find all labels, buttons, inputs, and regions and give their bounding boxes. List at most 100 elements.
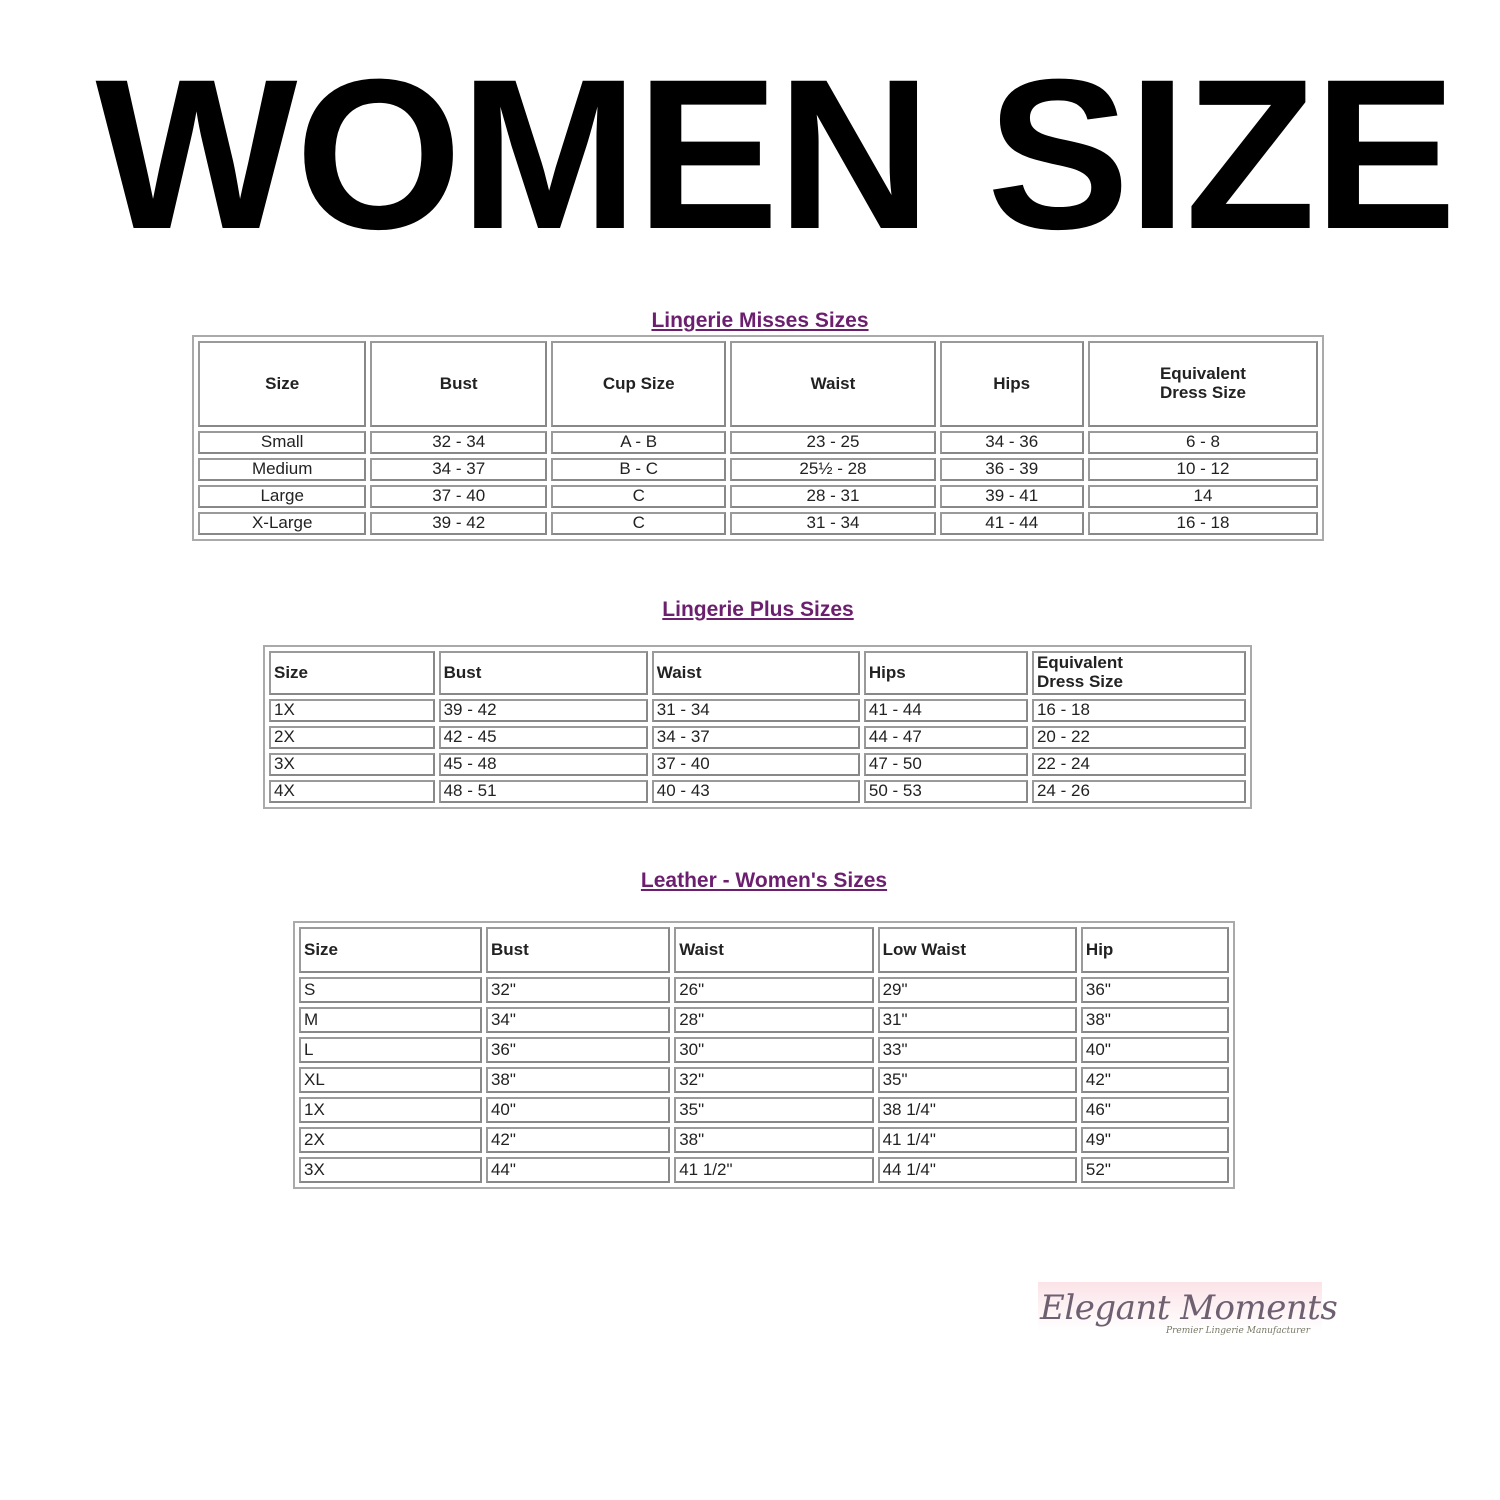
table-cell: 45 - 48 bbox=[438, 753, 648, 776]
table-cell: 22 - 24 bbox=[1031, 753, 1246, 776]
table-cell: 42" bbox=[1080, 1067, 1229, 1093]
misses-size-table: Size Bust Cup Size Waist Hips Equivalent Dres… bbox=[192, 335, 1324, 541]
column-header: Waist bbox=[651, 651, 860, 695]
table-cell: 37 - 40 bbox=[651, 753, 860, 776]
table-cell: 44" bbox=[485, 1157, 671, 1183]
table-cell: 36 - 39 bbox=[939, 458, 1084, 481]
table-cell: 50 - 53 bbox=[863, 780, 1028, 803]
table-cell: 34 - 37 bbox=[651, 726, 860, 749]
column-header: Size bbox=[269, 651, 435, 695]
table-cell: 39 - 42 bbox=[438, 699, 648, 722]
section-title-misses: Lingerie Misses Sizes bbox=[651, 309, 869, 332]
table-cell: B - C bbox=[551, 458, 727, 481]
header-row: Size Bust Waist Low Waist Hip bbox=[299, 927, 1229, 973]
table-cell: 41 - 44 bbox=[939, 512, 1084, 535]
table-cell: C bbox=[551, 512, 727, 535]
table-cell: 40 - 43 bbox=[651, 780, 860, 803]
table-cell: 2X bbox=[269, 726, 435, 749]
table-row: M 34" 28" 31" 38" bbox=[299, 1007, 1229, 1033]
table-cell: X-Large bbox=[198, 512, 367, 535]
plus-size-table: Size Bust Waist Hips Equivalent Dress Size 1X… bbox=[263, 645, 1252, 809]
table-cell: 10 - 12 bbox=[1087, 458, 1318, 481]
table-cell: 37 - 40 bbox=[370, 485, 548, 508]
table-cell: 31 - 34 bbox=[730, 512, 936, 535]
logo-tagline: Premier Lingerie Manufacturer bbox=[1166, 1326, 1310, 1336]
table-cell: Small bbox=[198, 431, 367, 454]
table-cell: 34 - 36 bbox=[939, 431, 1084, 454]
logo-name: Elegant Moments bbox=[1040, 1288, 1338, 1328]
table-cell: 31 - 34 bbox=[651, 699, 860, 722]
table-cell: 38" bbox=[485, 1067, 671, 1093]
table-cell: 25½ - 28 bbox=[730, 458, 936, 481]
table-cell: 3X bbox=[299, 1157, 482, 1183]
table-cell: 44 - 47 bbox=[863, 726, 1028, 749]
table-cell: 40" bbox=[1080, 1037, 1229, 1063]
table-cell: 4X bbox=[269, 780, 435, 803]
table-cell: 6 - 8 bbox=[1087, 431, 1318, 454]
table-cell: 16 - 18 bbox=[1087, 512, 1318, 535]
table-cell: 34 - 37 bbox=[370, 458, 548, 481]
table-cell: 41 - 44 bbox=[863, 699, 1028, 722]
table-cell: 20 - 22 bbox=[1031, 726, 1246, 749]
table-cell: 44 1/4" bbox=[877, 1157, 1077, 1183]
leather-size-table: Size Bust Waist Low Waist Hip S 32" 26" 29" 36" M 3… bbox=[293, 921, 1235, 1189]
table-row: 4X 48 - 51 40 - 43 50 - 53 24 - 26 bbox=[269, 780, 1246, 803]
table-row: Small 32 - 34 A - B 23 - 25 34 - 36 6 - 8 bbox=[198, 431, 1318, 454]
table-cell: 52" bbox=[1080, 1157, 1229, 1183]
column-header: Equivalent Dress Size bbox=[1087, 341, 1318, 427]
table-cell: 36" bbox=[1080, 977, 1229, 1003]
table-cell: 1X bbox=[299, 1097, 482, 1123]
table-cell: 2X bbox=[299, 1127, 482, 1153]
table-cell: L bbox=[299, 1037, 482, 1063]
table-cell: 32 - 34 bbox=[370, 431, 548, 454]
table-cell: 3X bbox=[269, 753, 435, 776]
column-header: Size bbox=[198, 341, 367, 427]
column-header: Hips bbox=[939, 341, 1084, 427]
column-header: Waist bbox=[674, 927, 874, 973]
table-cell: 35" bbox=[674, 1097, 874, 1123]
table-cell: 16 - 18 bbox=[1031, 699, 1246, 722]
table-row: 3X 44" 41 1/2" 44 1/4" 52" bbox=[299, 1157, 1229, 1183]
section-title-plus: Lingerie Plus Sizes bbox=[662, 598, 854, 621]
column-header: Hips bbox=[863, 651, 1028, 695]
table-cell: 41 1/4" bbox=[877, 1127, 1077, 1153]
table-cell: 36" bbox=[485, 1037, 671, 1063]
column-header: Bust bbox=[370, 341, 548, 427]
table-cell: 23 - 25 bbox=[730, 431, 936, 454]
table-cell: 34" bbox=[485, 1007, 671, 1033]
column-header: Hip bbox=[1080, 927, 1229, 973]
header-row: Size Bust Cup Size Waist Hips Equivalent Dres… bbox=[198, 341, 1318, 427]
table-cell: 40" bbox=[485, 1097, 671, 1123]
page-title: WOMEN SIZE bbox=[95, 35, 1456, 274]
header-row: Size Bust Waist Hips Equivalent Dress Size bbox=[269, 651, 1246, 695]
table-cell: 47 - 50 bbox=[863, 753, 1028, 776]
table-cell: 39 - 42 bbox=[370, 512, 548, 535]
table-cell: 32" bbox=[674, 1067, 874, 1093]
column-header: Size bbox=[299, 927, 482, 973]
table-cell: 38" bbox=[674, 1127, 874, 1153]
table-row: Large 37 - 40 C 28 - 31 39 - 41 14 bbox=[198, 485, 1318, 508]
table-cell: S bbox=[299, 977, 482, 1003]
table-row: 2X 42" 38" 41 1/4" 49" bbox=[299, 1127, 1229, 1153]
table-cell: 39 - 41 bbox=[939, 485, 1084, 508]
table-cell: 49" bbox=[1080, 1127, 1229, 1153]
table-cell: 28 - 31 bbox=[730, 485, 936, 508]
table-cell: 41 1/2" bbox=[674, 1157, 874, 1183]
table-row: Medium 34 - 37 B - C 25½ - 28 36 - 39 10 - 12 bbox=[198, 458, 1318, 481]
table-row: XL 38" 32" 35" 42" bbox=[299, 1067, 1229, 1093]
table-cell: 42" bbox=[485, 1127, 671, 1153]
column-header: Low Waist bbox=[877, 927, 1077, 973]
column-header: Equivalent Dress Size bbox=[1031, 651, 1246, 695]
table-cell: 26" bbox=[674, 977, 874, 1003]
table-cell: 38" bbox=[1080, 1007, 1229, 1033]
table-row: X-Large 39 - 42 C 31 - 34 41 - 44 16 - 18 bbox=[198, 512, 1318, 535]
elegant-moments-logo: Elegant Moments Premier Lingerie Manufac… bbox=[1038, 1282, 1338, 1340]
table-cell: 42 - 45 bbox=[438, 726, 648, 749]
table-cell: 24 - 26 bbox=[1031, 780, 1246, 803]
column-header: Bust bbox=[438, 651, 648, 695]
table-cell: 35" bbox=[877, 1067, 1077, 1093]
table-cell: 31" bbox=[877, 1007, 1077, 1033]
table-cell: 32" bbox=[485, 977, 671, 1003]
table-cell: 14 bbox=[1087, 485, 1318, 508]
table-cell: 28" bbox=[674, 1007, 874, 1033]
